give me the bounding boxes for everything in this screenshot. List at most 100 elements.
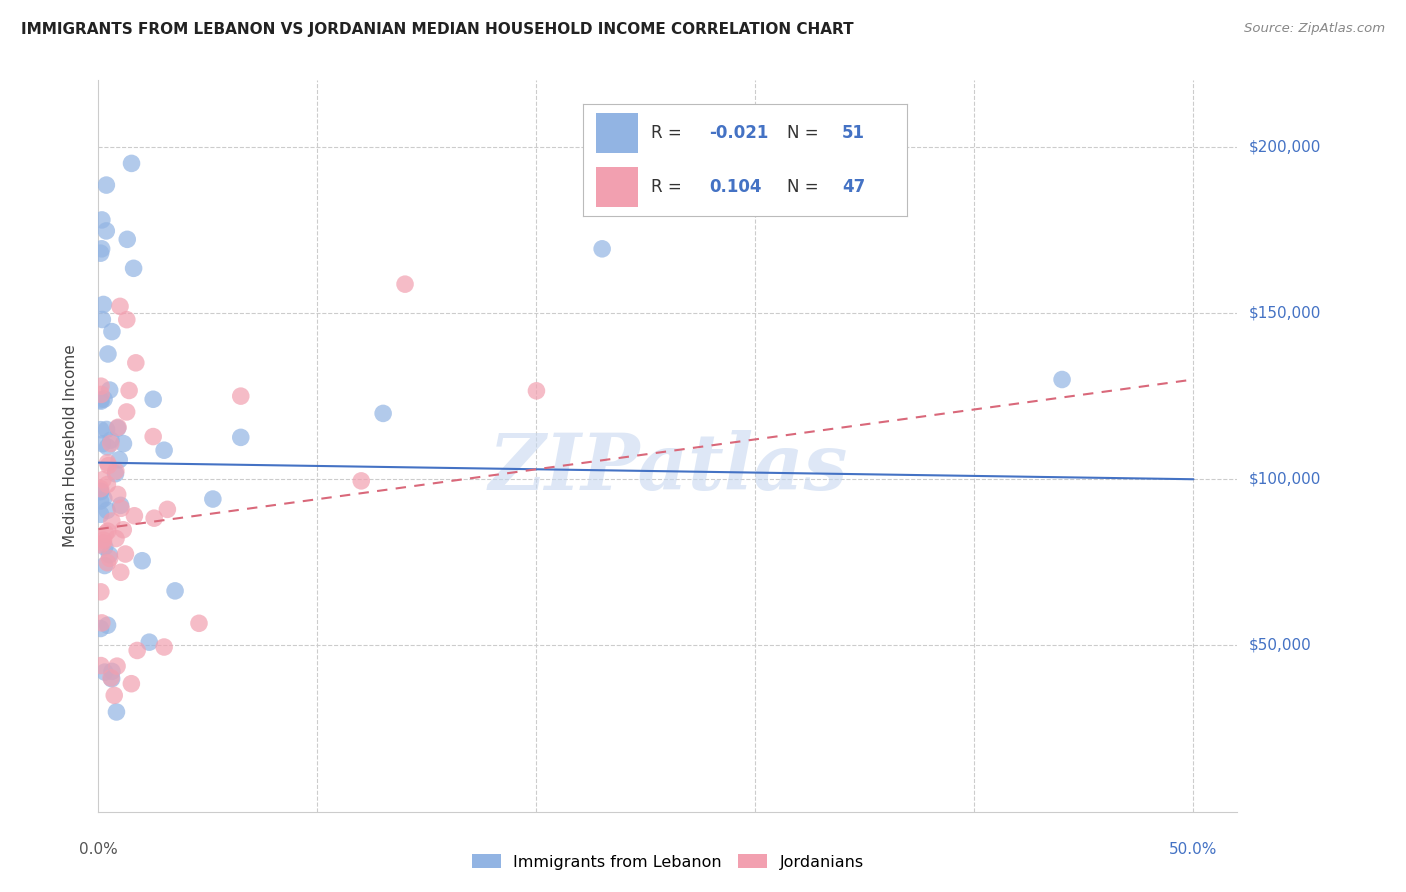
Point — [98, 383, 121, 397]
Text: ZIPatlas: ZIPatlas — [488, 430, 848, 506]
Point — [110, 499, 132, 513]
Point — [108, 452, 131, 467]
Point — [156, 502, 179, 516]
Point — [93, 392, 115, 406]
Point — [98, 551, 121, 566]
Point — [90, 392, 112, 407]
Point — [93, 558, 115, 573]
Point — [96, 178, 118, 192]
Point — [93, 533, 115, 548]
Point — [121, 156, 143, 170]
Text: N =: N = — [787, 124, 824, 143]
Point — [110, 566, 132, 580]
Point — [108, 299, 131, 313]
Point — [90, 658, 112, 673]
Point — [188, 616, 211, 631]
Bar — [596, 167, 638, 207]
Point — [153, 443, 176, 458]
Text: Source: ZipAtlas.com: Source: ZipAtlas.com — [1244, 22, 1385, 36]
Point — [90, 423, 112, 437]
Point — [104, 464, 127, 478]
Point — [96, 477, 118, 491]
Point — [90, 482, 112, 496]
Text: $100,000: $100,000 — [1249, 472, 1320, 487]
Point — [90, 585, 112, 599]
Point — [142, 429, 165, 443]
Point — [112, 436, 135, 450]
Point — [96, 422, 118, 436]
Point — [90, 508, 112, 522]
Point — [90, 538, 112, 552]
Point — [131, 554, 153, 568]
Point — [118, 384, 141, 398]
Point — [90, 484, 112, 499]
Text: 0.104: 0.104 — [710, 178, 762, 196]
Point — [124, 508, 146, 523]
Text: R =: R = — [651, 178, 688, 196]
Point — [90, 494, 112, 508]
Point — [96, 456, 118, 470]
Point — [94, 526, 117, 541]
Point — [100, 436, 122, 450]
Point — [101, 325, 124, 339]
Point — [90, 379, 112, 393]
Point — [90, 622, 112, 636]
Point — [350, 474, 373, 488]
Text: 47: 47 — [842, 178, 866, 196]
Point — [94, 665, 117, 679]
Point — [201, 491, 224, 506]
Point — [91, 473, 114, 487]
Point — [101, 665, 124, 679]
Point — [90, 484, 112, 499]
Point — [91, 436, 114, 450]
Point — [110, 501, 132, 516]
Point — [112, 523, 135, 537]
Point — [120, 676, 142, 690]
Point — [100, 672, 122, 686]
Text: N =: N = — [787, 178, 824, 196]
Point — [105, 659, 128, 673]
Point — [103, 689, 125, 703]
Point — [104, 532, 127, 546]
Text: $50,000: $50,000 — [1249, 638, 1312, 653]
Point — [101, 514, 124, 528]
Point — [98, 548, 121, 562]
Point — [117, 232, 139, 246]
Point — [127, 643, 149, 657]
Text: R =: R = — [651, 124, 688, 143]
Point — [107, 420, 129, 434]
Text: 0.0%: 0.0% — [79, 842, 118, 857]
Point — [165, 583, 187, 598]
Point — [96, 224, 118, 238]
Point — [93, 491, 115, 506]
Point — [91, 536, 114, 550]
Point — [107, 421, 129, 435]
Point — [90, 387, 112, 401]
Point — [90, 394, 112, 409]
Point — [91, 312, 114, 326]
Point — [96, 440, 118, 454]
Point — [97, 458, 120, 473]
Point — [394, 277, 416, 292]
Point — [138, 635, 160, 649]
Point — [94, 540, 117, 554]
Point — [143, 511, 166, 525]
Point — [591, 242, 613, 256]
Point — [115, 405, 138, 419]
Point — [107, 487, 129, 501]
Point — [97, 347, 120, 361]
Point — [122, 261, 145, 276]
Text: 50.0%: 50.0% — [1170, 842, 1218, 857]
Point — [153, 640, 176, 654]
Point — [96, 503, 118, 517]
Point — [125, 356, 148, 370]
Point — [90, 242, 112, 256]
Bar — [596, 113, 638, 153]
Point — [104, 467, 127, 481]
Point — [100, 433, 122, 447]
Point — [115, 312, 138, 326]
Point — [526, 384, 548, 398]
Point — [93, 297, 115, 311]
Point — [96, 556, 118, 570]
Text: 51: 51 — [842, 124, 865, 143]
